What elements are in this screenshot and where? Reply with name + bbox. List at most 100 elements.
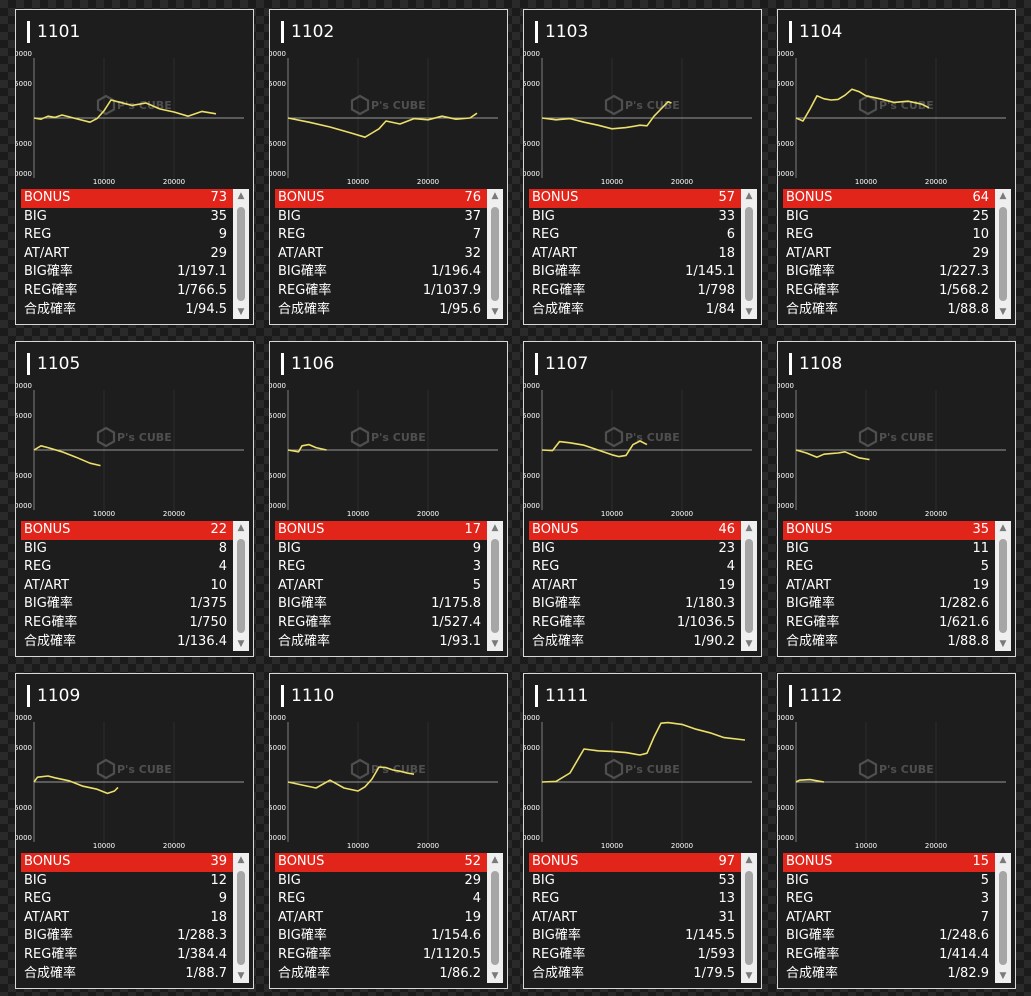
stat-value: 1/145.1	[685, 264, 735, 280]
scroll-up-arrow-icon[interactable]: ▲	[237, 523, 245, 533]
stat-row: BIG 9	[275, 540, 503, 559]
x-tick-label: 10000	[347, 510, 369, 518]
stats-list[interactable]: BONUS 57 BIG 33 REG 6 AT/ART 18 BIG確率 1/145.1 REG確…	[529, 189, 757, 319]
stats-list[interactable]: BONUS 39 BIG 12 REG 9 AT/ART 18 BIG確率 1/288.3 REG確…	[21, 853, 249, 983]
scroll-down-arrow-icon[interactable]: ▼	[491, 307, 499, 317]
scroll-up-arrow-icon[interactable]: ▲	[999, 523, 1007, 533]
stat-label: BIG	[278, 540, 301, 556]
scrollbar-thumb[interactable]	[237, 871, 245, 965]
scroll-up-arrow-icon[interactable]: ▲	[491, 523, 499, 533]
slump-graph: 10000 5000 -5000 -10000 10000 20000 P's CUBE	[524, 382, 752, 518]
stats-list[interactable]: BONUS 46 BIG 23 REG 4 AT/ART 19 BIG確率 1/180.3 REG確…	[529, 521, 757, 651]
machine-panel[interactable]: 1101100005000-5000-100001000020000P's CU…	[15, 9, 254, 325]
stat-label: BIG	[24, 208, 47, 224]
machine-panel[interactable]: 1106 10000 5000 -5000 -10000 10000 20000 P's CU…	[269, 341, 508, 657]
stats-list[interactable]: BONUS 97 BIG 53 REG 13 AT/ART 31 BIG確率 1/145.5 REG…	[529, 853, 757, 983]
stats-list[interactable]: BONUS 73 BIG 35 REG 9 AT/ART 29 BIG確率 1/197.1 REG確…	[21, 189, 249, 319]
scroll-up-arrow-icon[interactable]: ▲	[745, 855, 753, 865]
scroll-down-arrow-icon[interactable]: ▼	[999, 307, 1007, 317]
scroll-up-arrow-icon[interactable]: ▲	[745, 523, 753, 533]
scrollbar[interactable]: ▲ ▼	[741, 853, 757, 983]
stats-list[interactable]: BONUS 17 BIG 9 REG 3 AT/ART 5 BIG確率 1/175.8 REG確率 1…	[275, 521, 503, 651]
machine-panel[interactable]: 1111 10000 5000 -5000 -10000 10000 20000 P's CU…	[523, 673, 762, 989]
scroll-down-arrow-icon[interactable]: ▼	[491, 639, 499, 649]
x-tick-label: 20000	[671, 842, 693, 850]
scroll-down-arrow-icon[interactable]: ▼	[745, 307, 753, 317]
stat-label: AT/ART	[532, 245, 578, 261]
stat-value: 1/145.5	[685, 928, 735, 944]
stats-list[interactable]: BONUS 52 BIG 29 REG 4 AT/ART 19 BIG確率 1/154.6 REG確…	[275, 853, 503, 983]
scroll-up-arrow-icon[interactable]: ▲	[745, 191, 753, 201]
x-tick-label: 10000	[601, 178, 623, 186]
scrollbar[interactable]: ▲ ▼	[741, 521, 757, 651]
machine-panel[interactable]: 1110 10000 5000 -5000 -10000 10000 20000 P's CU…	[269, 673, 508, 989]
scrollbar[interactable]: ▲ ▼	[233, 521, 249, 651]
stats-list[interactable]: BONUS 22 BIG 8 REG 4 AT/ART 10 BIG確率 1/375 REG確率 1/…	[21, 521, 249, 651]
machine-panel[interactable]: 1102 10000 5000 -5000 -10000 10000 20000 P's CU…	[269, 9, 508, 325]
machine-panel[interactable]: 1107 10000 5000 -5000 -10000 10000 20000 P's CU…	[523, 341, 762, 657]
scrollbar-thumb[interactable]	[745, 871, 753, 965]
scroll-down-arrow-icon[interactable]: ▼	[237, 971, 245, 981]
scrollbar-thumb[interactable]	[999, 871, 1007, 965]
scrollbar[interactable]: ▲ ▼	[995, 853, 1011, 983]
scroll-up-arrow-icon[interactable]: ▲	[237, 855, 245, 865]
scrollbar[interactable]: ▲ ▼	[995, 521, 1011, 651]
scroll-up-arrow-icon[interactable]: ▲	[237, 191, 245, 201]
scroll-up-arrow-icon[interactable]: ▲	[491, 191, 499, 201]
machine-panel[interactable]: 1112 10000 5000 -5000 -10000 10000 20000 P's CU…	[777, 673, 1016, 989]
stat-label: 合成確率	[532, 965, 585, 981]
scrollbar[interactable]: ▲ ▼	[233, 189, 249, 319]
scrollbar-thumb[interactable]	[491, 207, 499, 301]
scrollbar-thumb[interactable]	[745, 207, 753, 301]
scroll-down-arrow-icon[interactable]: ▼	[491, 971, 499, 981]
scrollbar-thumb[interactable]	[491, 871, 499, 965]
pscube-logo: P's CUBE	[350, 758, 426, 780]
scrollbar-thumb[interactable]	[237, 207, 245, 301]
machine-panel[interactable]: 1108 10000 5000 -5000 -10000 10000 20000 P's CU…	[777, 341, 1016, 657]
scroll-up-arrow-icon[interactable]: ▲	[999, 855, 1007, 865]
scrollbar-thumb[interactable]	[237, 539, 245, 633]
machine-panel[interactable]: 1109 10000 5000 -5000 -10000 10000 20000 P's CU…	[15, 673, 254, 989]
scrollbar-thumb[interactable]	[999, 539, 1007, 633]
scrollbar[interactable]: ▲ ▼	[995, 189, 1011, 319]
scrollbar[interactable]: ▲ ▼	[233, 853, 249, 983]
stats-list[interactable]: BONUS 76 BIG 37 REG 7 AT/ART 32 BIG確率 1/196.4 REG確…	[275, 189, 503, 319]
machine-panel[interactable]: 1103 10000 5000 -5000 -10000 10000 20000 P's CU…	[523, 9, 762, 325]
stats-list[interactable]: BONUS 64 BIG 25 REG 10 AT/ART 29 BIG確率 1/227.3 REG…	[783, 189, 1011, 319]
scroll-down-arrow-icon[interactable]: ▼	[745, 971, 753, 981]
stat-label: AT/ART	[24, 909, 70, 925]
scroll-down-arrow-icon[interactable]: ▼	[999, 639, 1007, 649]
machine-panel[interactable]: 1104100005000-5000-100001000020000P's CU…	[777, 9, 1016, 325]
stat-label: BONUS	[278, 854, 325, 869]
scrollbar[interactable]: ▲ ▼	[487, 189, 503, 319]
scroll-down-arrow-icon[interactable]: ▼	[237, 307, 245, 317]
y-tick-label: 5000	[270, 412, 286, 420]
stat-label: 合成確率	[786, 633, 839, 649]
stat-value: 29	[972, 245, 989, 261]
stat-label: REG	[278, 891, 306, 907]
scrollbar-thumb[interactable]	[491, 539, 499, 633]
y-tick-label: 10000	[270, 714, 286, 722]
stat-label: BIG	[278, 208, 301, 224]
y-tick-label: 10000	[16, 714, 32, 722]
scrollbar[interactable]: ▲ ▼	[487, 853, 503, 983]
scrollbar-thumb[interactable]	[745, 539, 753, 633]
scroll-up-arrow-icon[interactable]: ▲	[999, 191, 1007, 201]
scrollbar-thumb[interactable]	[999, 207, 1007, 301]
scroll-down-arrow-icon[interactable]: ▼	[237, 639, 245, 649]
pscube-logo: P's CUBE	[350, 426, 426, 448]
cube-icon	[858, 426, 878, 448]
machine-panel[interactable]: 1105 10000 5000 -5000 -10000 10000 20000 P's CU…	[15, 341, 254, 657]
scroll-down-arrow-icon[interactable]: ▼	[999, 971, 1007, 981]
y-tick-label: 10000	[16, 50, 32, 58]
scrollbar[interactable]: ▲ ▼	[741, 189, 757, 319]
y-tick-label: -10000	[524, 502, 540, 510]
machine-number: 1101	[27, 21, 80, 43]
stat-value: 1/1037.9	[422, 282, 481, 298]
scrollbar[interactable]: ▲ ▼	[487, 521, 503, 651]
stats-list[interactable]: BONUS 35 BIG 11 REG 5 AT/ART 19 BIG確率 1/282.6 REG確…	[783, 521, 1011, 651]
stat-row: 合成確率 1/88.7	[21, 965, 249, 983]
scroll-down-arrow-icon[interactable]: ▼	[745, 639, 753, 649]
scroll-up-arrow-icon[interactable]: ▲	[491, 855, 499, 865]
stats-list[interactable]: BONUS 15 BIG 5 REG 3 AT/ART 7 BIG確率 1/248.6 REG確率 1…	[783, 853, 1011, 983]
